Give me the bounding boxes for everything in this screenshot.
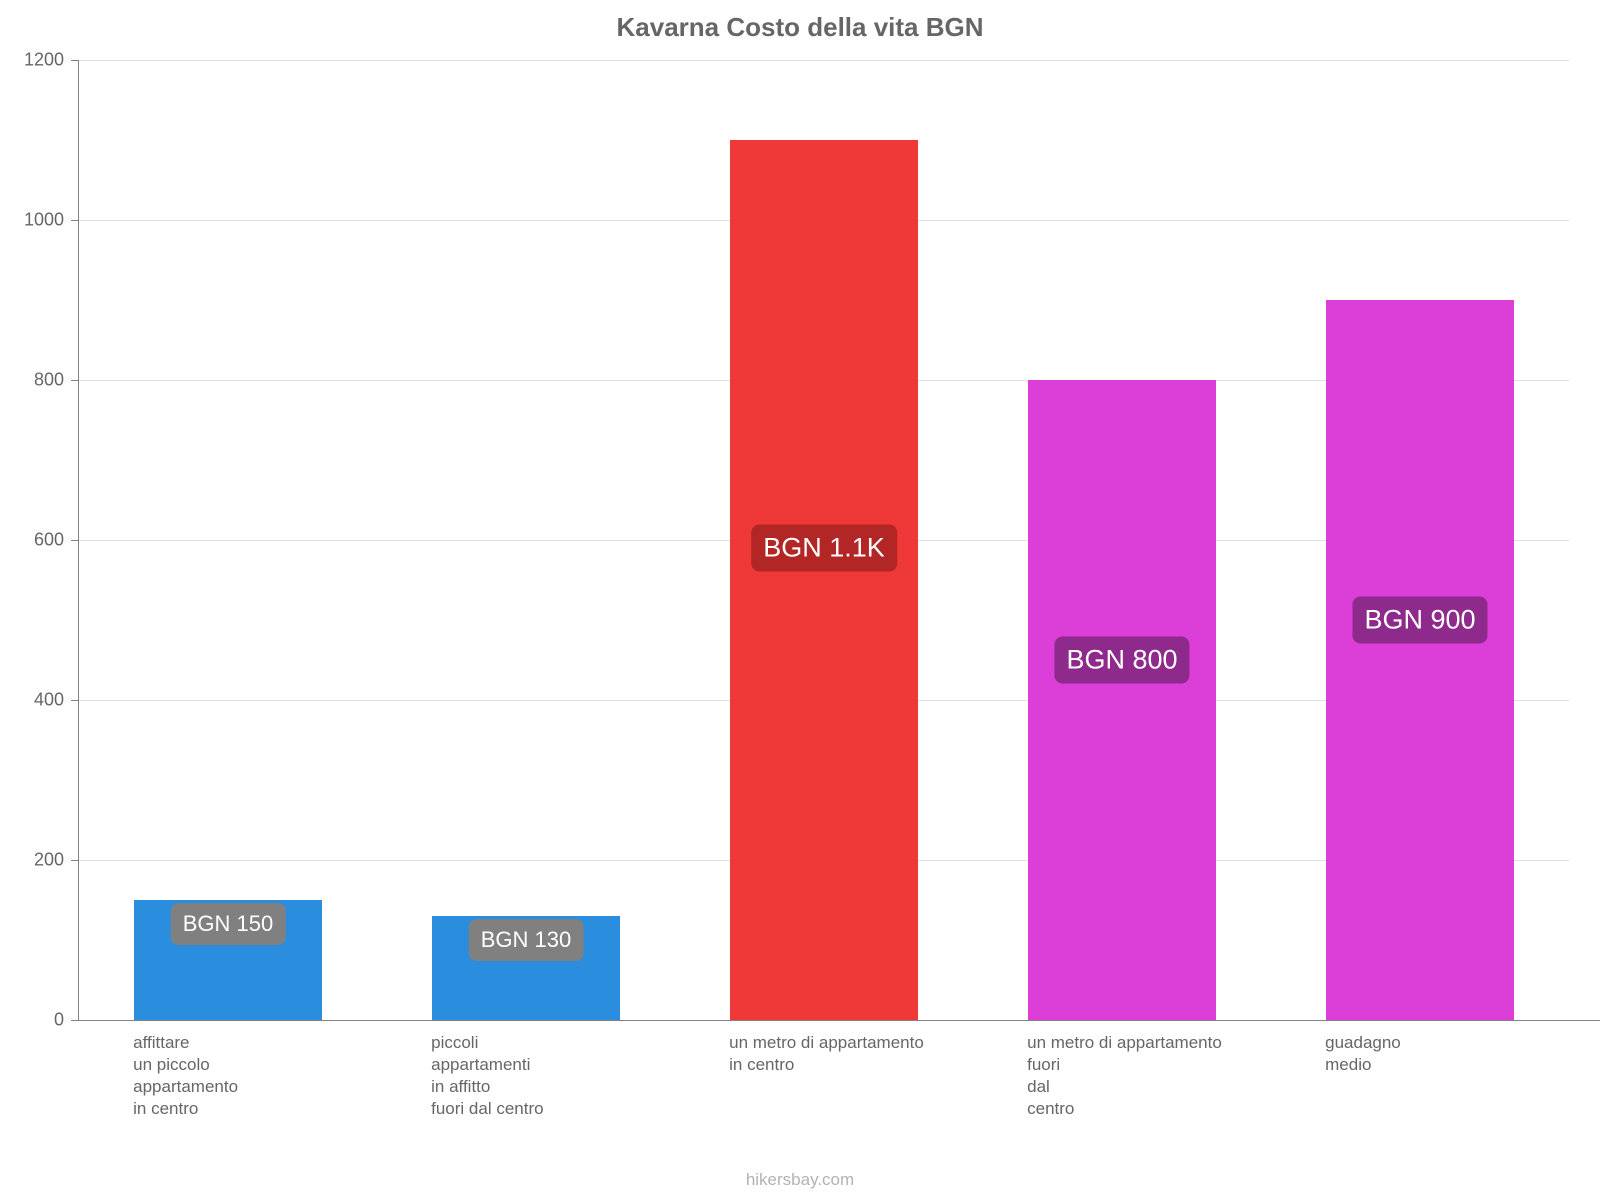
ytick-label: 0 <box>8 1010 64 1031</box>
ytick-label: 200 <box>8 850 64 871</box>
bar <box>1326 300 1514 1020</box>
chart-container: Kavarna Costo della vita BGN BGN 150BGN … <box>0 0 1600 1200</box>
value-badge: BGN 130 <box>469 919 584 961</box>
value-badge: BGN 800 <box>1054 637 1189 684</box>
xlabel: un metro di appartamento fuori dal centr… <box>1027 1032 1325 1120</box>
value-badge: BGN 150 <box>171 903 286 945</box>
ytick-label: 800 <box>8 370 64 391</box>
plot-area: BGN 150 BGN 130 BGN 1.1K BGN 800 BGN 900 <box>78 60 1569 1021</box>
ytick-label: 1000 <box>8 210 64 231</box>
chart-title: Kavarna Costo della vita BGN <box>0 12 1600 43</box>
ytick-label: 600 <box>8 530 64 551</box>
ytick-mark <box>71 540 79 541</box>
ytick-mark <box>71 220 79 221</box>
xlabel: piccoli appartamenti in affitto fuori da… <box>431 1032 729 1120</box>
bar <box>730 140 918 1020</box>
xlabel: guadagno medio <box>1325 1032 1600 1076</box>
ytick-mark <box>71 860 79 861</box>
ytick-mark <box>71 60 79 61</box>
axis-zero-line <box>78 1020 1600 1021</box>
ytick-mark <box>71 380 79 381</box>
ytick-mark <box>71 700 79 701</box>
value-badge: BGN 1.1K <box>751 525 897 572</box>
gridline <box>79 60 1569 61</box>
bar <box>1028 380 1216 1020</box>
source-label: hikersbay.com <box>0 1170 1600 1190</box>
value-badge: BGN 900 <box>1352 597 1487 644</box>
xlabel: un metro di appartamento in centro <box>729 1032 1027 1076</box>
xlabel: affittare un piccolo appartamento in cen… <box>133 1032 431 1120</box>
ytick-label: 400 <box>8 690 64 711</box>
ytick-label: 1200 <box>8 50 64 71</box>
